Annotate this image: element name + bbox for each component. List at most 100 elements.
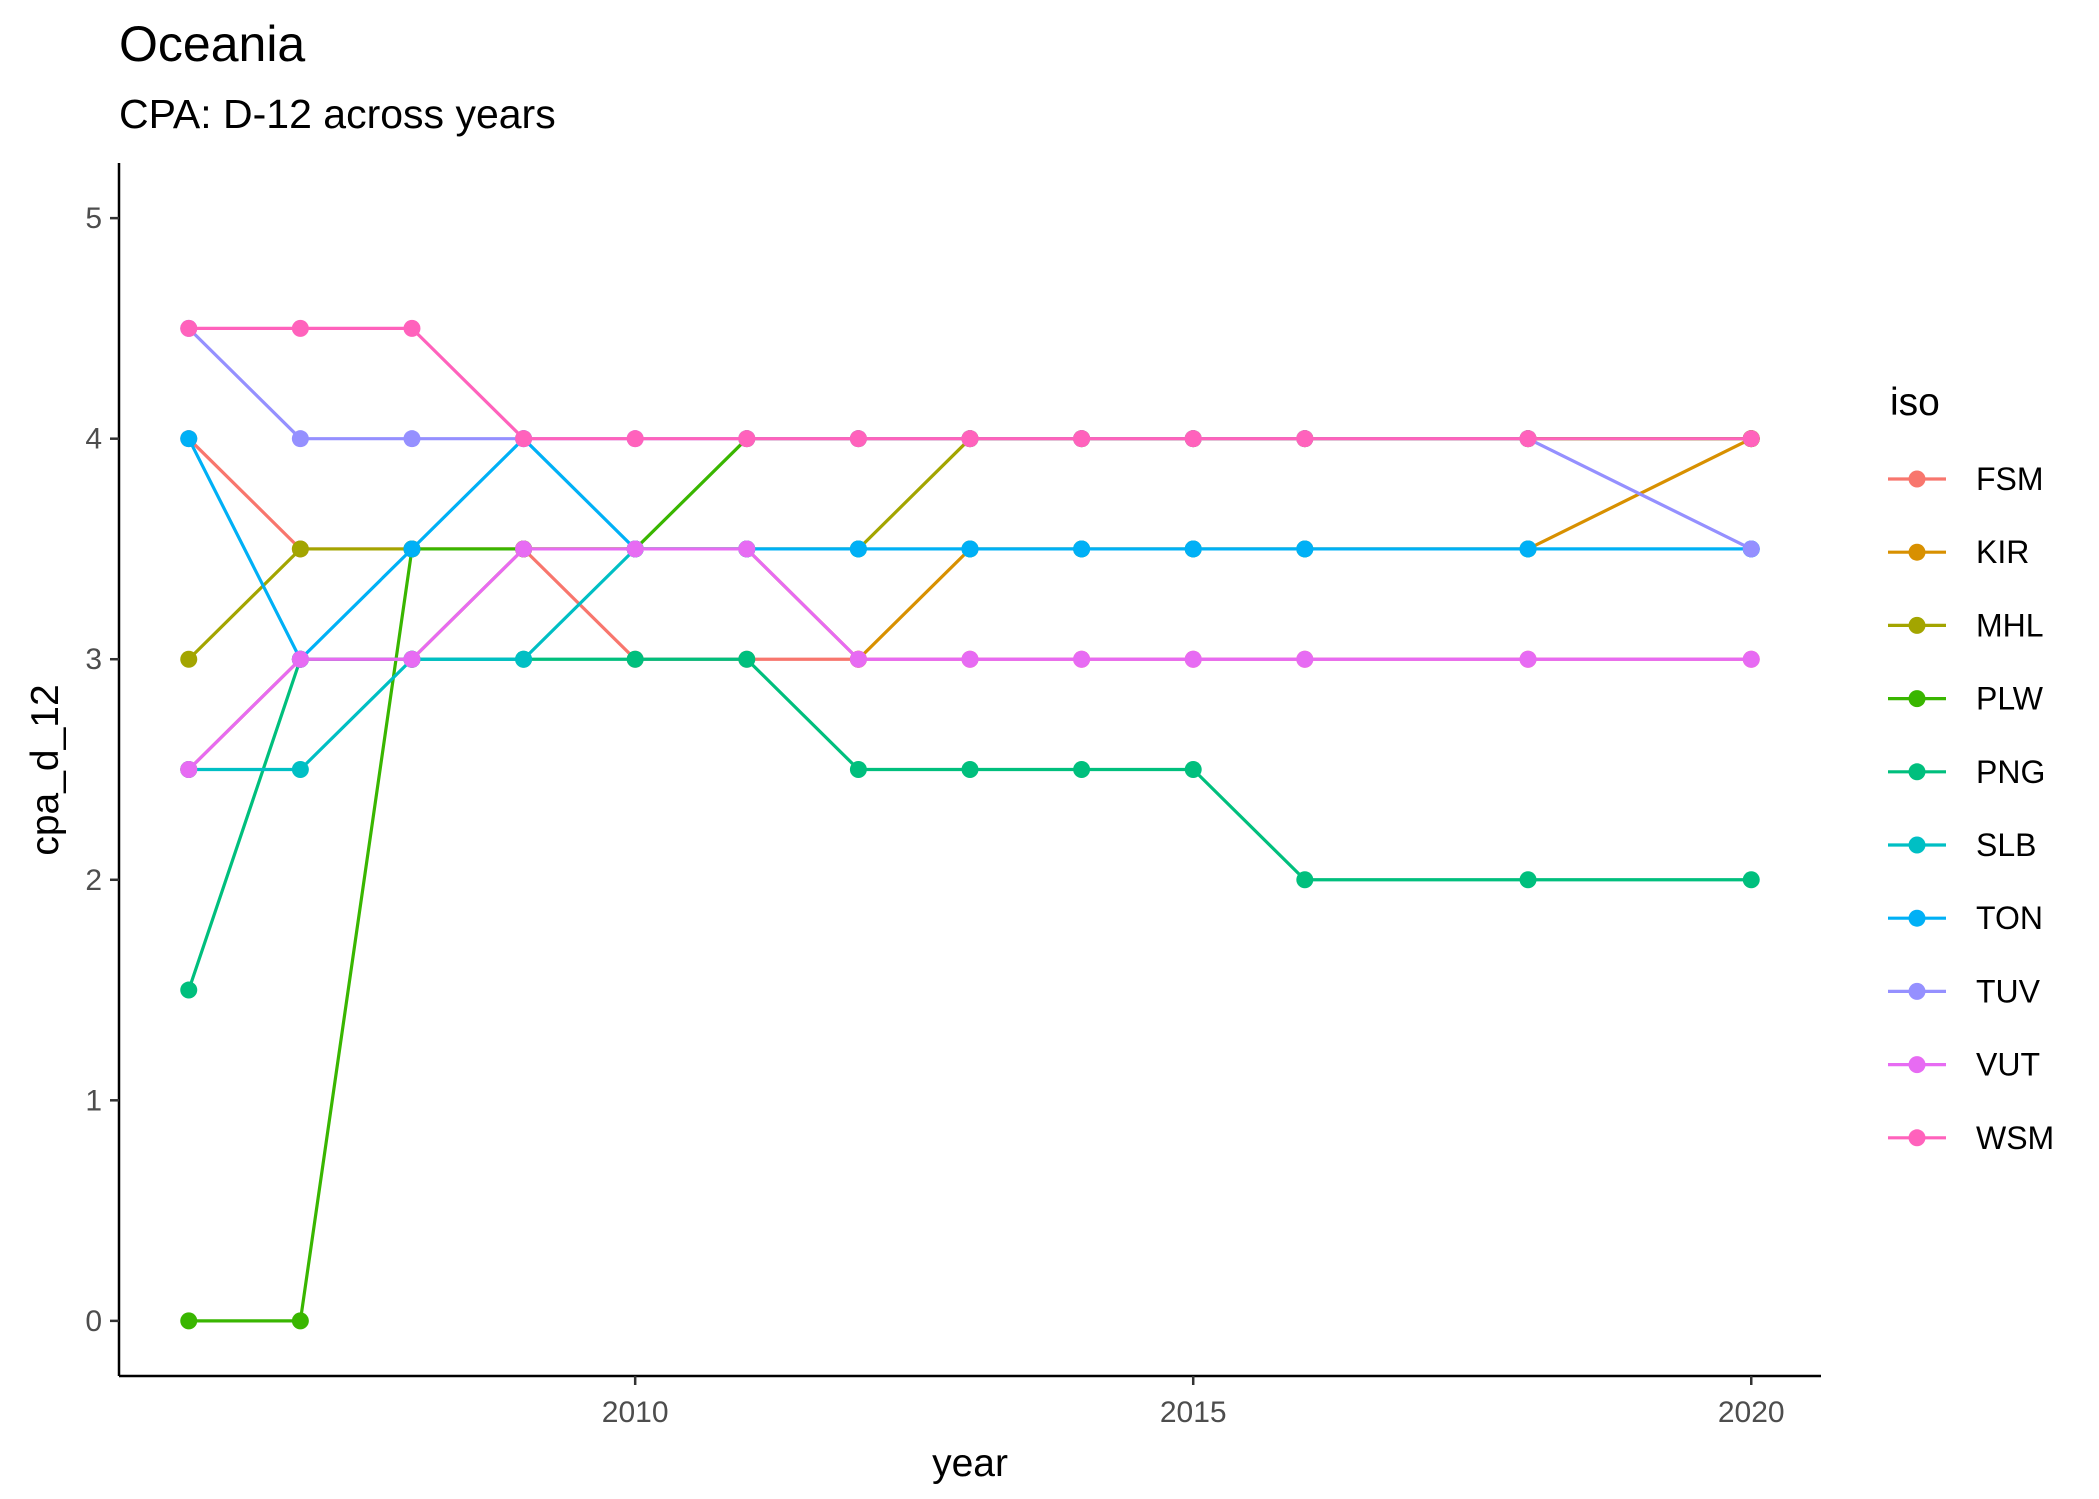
y-tick-label: 1: [85, 1084, 102, 1117]
data-point-vut: [1073, 650, 1091, 668]
legend-item-slb: SLB: [1888, 827, 2036, 863]
y-tick-label: 5: [85, 202, 102, 235]
data-point-vut: [180, 761, 198, 778]
legend-label: FSM: [1976, 461, 2044, 497]
data-point-wsm: [291, 319, 309, 337]
data-point-mhl: [291, 540, 309, 558]
y-tick-label: 2: [85, 864, 102, 897]
legend-item-wsm: WSM: [1888, 1120, 2054, 1156]
data-point-vut: [738, 540, 756, 558]
data-point-vut: [403, 650, 421, 668]
legend-items: FSM KIR MHL PLW PNG SLB TON TUV VUT WSM: [1888, 461, 2054, 1156]
legend-label: TON: [1976, 900, 2043, 936]
y-tick-label: 4: [85, 423, 102, 456]
data-point-slb: [515, 650, 533, 668]
legend-item-fsm: FSM: [1888, 461, 2044, 497]
data-point-vut: [1184, 650, 1202, 668]
series-line-kir: [187, 437, 1753, 772]
x-tick-label: 2015: [1160, 1396, 1227, 1429]
chart-title: Oceania: [119, 16, 305, 72]
data-point-wsm: [180, 319, 198, 337]
data-point-wsm: [626, 430, 644, 448]
x-axis-ticks: 2010 2015 2020: [602, 1376, 1785, 1429]
legend-key-point: [1908, 1129, 1926, 1147]
legend-item-tuv: TUV: [1888, 973, 2041, 1009]
chart-subtitle: CPA: D-12 across years: [119, 91, 556, 137]
data-point-slb: [291, 761, 309, 778]
legend-key-point: [1908, 763, 1926, 781]
data-point-wsm: [1519, 430, 1537, 448]
data-point-ton: [180, 430, 198, 448]
legend-label: VUT: [1976, 1047, 2040, 1083]
legend-label: PNG: [1976, 754, 2045, 790]
data-point-ton: [1073, 540, 1091, 558]
plot-area: 0 1 2 3 4 5 2010 2015 2020: [85, 163, 1821, 1429]
x-axis-title: year: [932, 1442, 1008, 1485]
y-axis-ticks: 0 1 2 3 4 5: [85, 202, 119, 1338]
legend-label: KIR: [1976, 534, 2029, 570]
data-point-tuv: [1742, 540, 1760, 558]
legend-item-png: PNG: [1888, 754, 2045, 790]
data-point-wsm: [961, 430, 979, 448]
data-point-wsm: [1184, 430, 1202, 448]
data-point-png: [1519, 871, 1537, 889]
data-point-ton: [1519, 540, 1537, 558]
data-point-png: [626, 650, 644, 668]
legend-label: TUV: [1976, 973, 2041, 1009]
legend-item-kir: KIR: [1888, 534, 2029, 570]
legend-label: SLB: [1976, 827, 2036, 863]
data-point-vut: [626, 540, 644, 558]
data-point-ton: [961, 540, 979, 558]
data-point-png: [849, 761, 867, 778]
series-line-wsm: [187, 326, 1753, 441]
data-point-mhl: [180, 650, 198, 668]
data-point-plw: [291, 1312, 309, 1330]
data-point-png: [180, 981, 198, 999]
legend: iso FSM KIR MHL PLW PNG SLB TON TUV VUT WSM: [1888, 381, 2054, 1156]
data-point-vut: [1742, 650, 1760, 668]
data-point-png: [1742, 871, 1760, 889]
data-point-png: [1296, 871, 1314, 889]
data-point-tuv: [403, 430, 421, 448]
data-point-tuv: [291, 430, 309, 448]
series-ton: [180, 430, 1760, 668]
series-vut: [180, 540, 1760, 778]
legend-key-point: [1908, 909, 1926, 927]
data-point-png: [1073, 761, 1091, 778]
data-point-ton: [1184, 540, 1202, 558]
data-point-ton: [849, 540, 867, 558]
y-tick-label: 3: [85, 643, 102, 676]
x-tick-label: 2020: [1718, 1396, 1785, 1429]
data-point-ton: [403, 540, 421, 558]
data-point-vut: [515, 540, 533, 558]
data-point-wsm: [1742, 430, 1760, 448]
legend-key-point: [1908, 543, 1926, 561]
legend-label: MHL: [1976, 607, 2044, 643]
legend-key-point: [1908, 616, 1926, 634]
legend-item-vut: VUT: [1888, 1047, 2040, 1083]
data-point-vut: [1519, 650, 1537, 668]
series-png: [180, 650, 1760, 999]
data-point-png: [1184, 761, 1202, 778]
data-point-vut: [849, 650, 867, 668]
data-point-vut: [1296, 650, 1314, 668]
data-point-wsm: [403, 319, 421, 337]
x-tick-label: 2010: [602, 1396, 669, 1429]
data-point-wsm: [515, 430, 533, 448]
legend-key-point: [1908, 1056, 1926, 1074]
data-point-ton: [1296, 540, 1314, 558]
series-kir: [180, 430, 1760, 778]
legend-title: iso: [1890, 381, 1940, 424]
legend-key-point: [1908, 836, 1926, 854]
legend-item-mhl: MHL: [1888, 607, 2044, 643]
series-line-png: [187, 657, 1753, 992]
data-point-png: [961, 761, 979, 778]
data-point-vut: [961, 650, 979, 668]
legend-key-point: [1908, 690, 1926, 708]
data-point-png: [738, 650, 756, 668]
y-axis-title: cpa_d_12: [24, 684, 67, 855]
legend-item-plw: PLW: [1888, 681, 2044, 717]
data-point-wsm: [1296, 430, 1314, 448]
legend-label: PLW: [1976, 681, 2044, 717]
